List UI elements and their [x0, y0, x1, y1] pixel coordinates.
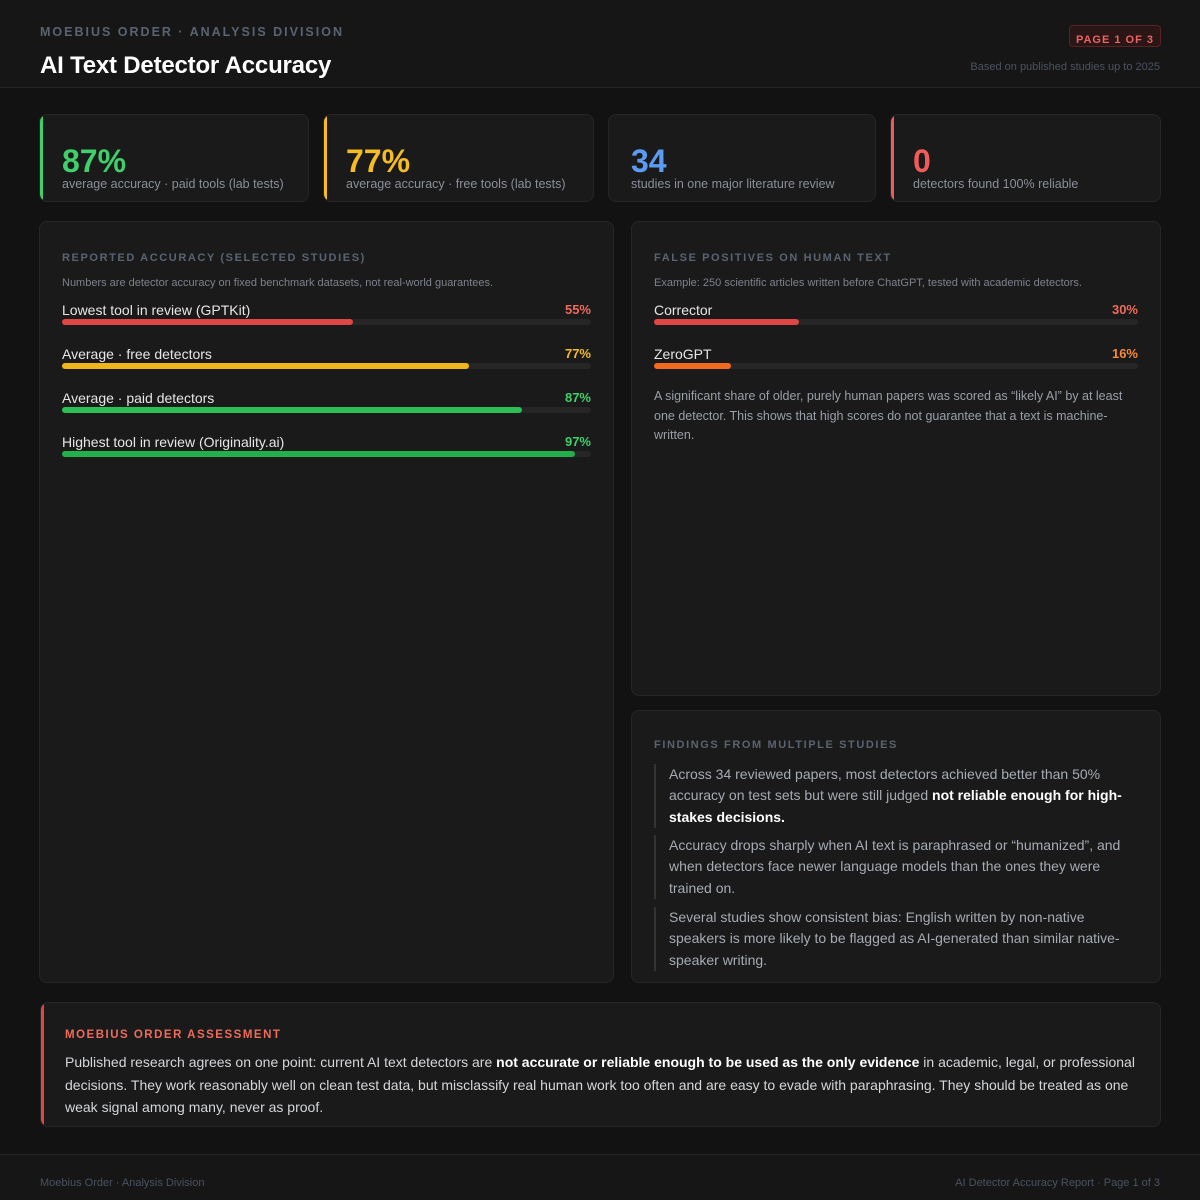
false-positive-note: A significant share of older, purely hum… — [654, 389, 1123, 442]
findings-panel: FINDINGS FROM MULTIPLE STUDIES Across 34… — [631, 710, 1161, 983]
finding-item: Several studies show consistent bias: En… — [654, 907, 1130, 971]
assessment-accent-bar — [41, 1003, 44, 1126]
bar-fill — [62, 407, 523, 413]
panel-title: FALSE POSITIVES ON HUMAN TEXT — [654, 252, 892, 264]
bar-row: Average · paid detectors 87% — [62, 390, 591, 420]
accuracy-panel: REPORTED ACCURACY (SELECTED STUDIES) Num… — [39, 221, 614, 983]
bar-track — [62, 363, 591, 369]
bar-track — [62, 319, 591, 325]
bar-value-label: 77% — [564, 346, 591, 361]
page-title: AI Text Detector Accuracy — [40, 52, 332, 79]
panel-subtitle: Example: 250 scientific articles written… — [654, 277, 1082, 289]
panel-subtitle: Numbers are detector accuracy on fixed b… — [62, 277, 494, 289]
kpi-accent-bar — [891, 115, 894, 201]
bar-value-label: 16% — [1111, 346, 1138, 361]
assessment-text-after: in academic, legal, or professional deci… — [65, 1054, 1135, 1115]
bar-value-label: 30% — [1111, 302, 1138, 317]
bar-track — [654, 319, 1138, 325]
bar-row: Corrector 30% — [654, 302, 1138, 332]
bar-fill — [62, 451, 576, 457]
finding-text: Several studies show consistent bias: En… — [669, 909, 1120, 968]
kpi-label: detectors found 100% reliable — [913, 177, 1079, 191]
kpi-value: 77% — [346, 143, 411, 179]
finding-text: Accuracy drops sharply when AI text is p… — [669, 837, 1121, 896]
bar-fill — [654, 319, 800, 325]
bar-row: Lowest tool in review (GPTKit) 55% — [62, 302, 591, 332]
assessment-emphasis: not accurate or reliable enough to be us… — [496, 1054, 920, 1070]
bar-label: Average · paid detectors — [62, 390, 215, 406]
bar-label: Highest tool in review (Originality.ai) — [62, 434, 285, 450]
report-footer: Moebius Order · Analysis Division AI Det… — [0, 1154, 1200, 1200]
bar-track — [62, 451, 591, 457]
kpi-value: 87% — [62, 143, 127, 179]
bar-label: Average · free detectors — [62, 346, 212, 362]
kpi-value: 0 — [913, 143, 931, 179]
bar-value-label: 97% — [564, 434, 591, 449]
kpi-accent-bar — [40, 115, 43, 201]
finding-item: Across 34 reviewed papers, most detector… — [654, 764, 1130, 828]
assessment-text: Published research agrees on one point: … — [65, 1051, 1138, 1119]
kpi-label: average accuracy · paid tools (lab tests… — [62, 177, 284, 191]
bar-label: Lowest tool in review (GPTKit) — [62, 302, 251, 318]
footer-left: Moebius Order · Analysis Division — [40, 1177, 205, 1189]
kpi-label: studies in one major literature review — [631, 177, 835, 191]
kpi-label: average accuracy · free tools (lab tests… — [346, 177, 566, 191]
kpi-card-studies: 34 studies in one major literature revie… — [608, 114, 876, 202]
bar-row: Highest tool in review (Originality.ai) … — [62, 434, 591, 464]
finding-text: Across 34 reviewed papers, most detector… — [669, 766, 1101, 804]
bar-row: Average · free detectors 77% — [62, 346, 591, 376]
finding-item: Accuracy drops sharply when AI text is p… — [654, 835, 1130, 899]
assessment-title: MOEBIUS ORDER ASSESSMENT — [65, 1029, 282, 1041]
false-positives-panel: FALSE POSITIVES ON HUMAN TEXT Example: 2… — [631, 221, 1161, 696]
panel-title: FINDINGS FROM MULTIPLE STUDIES — [654, 739, 898, 751]
page-badge: PAGE 1 OF 3 — [1069, 25, 1161, 47]
assessment-panel: MOEBIUS ORDER ASSESSMENT Published resea… — [40, 1002, 1161, 1127]
panel-title: REPORTED ACCURACY (SELECTED STUDIES) — [62, 252, 366, 264]
bar-fill — [654, 363, 732, 369]
bar-fill — [62, 319, 353, 325]
bar-track — [654, 363, 1138, 369]
bar-value-label: 55% — [564, 302, 591, 317]
kpi-card-reliable: 0 detectors found 100% reliable — [890, 114, 1161, 202]
kpi-card-paid-accuracy: 87% average accuracy · paid tools (lab t… — [39, 114, 309, 202]
org-label: MOEBIUS ORDER · ANALYSIS DIVISION — [40, 25, 344, 39]
bar-label: Corrector — [654, 302, 713, 318]
bar-track — [62, 407, 591, 413]
bar-value-label: 87% — [564, 390, 591, 405]
bar-row: ZeroGPT 16% — [654, 346, 1138, 376]
bar-fill — [62, 363, 470, 369]
kpi-value: 34 — [631, 143, 667, 179]
report-header: MOEBIUS ORDER · ANALYSIS DIVISION AI Tex… — [0, 0, 1200, 88]
footer-right: AI Detector Accuracy Report · Page 1 of … — [955, 1177, 1160, 1189]
kpi-accent-bar — [324, 115, 327, 201]
source-note: Based on published studies up to 2025 — [970, 61, 1160, 73]
assessment-text-before: Published research agrees on one point: … — [65, 1054, 497, 1070]
finding-emphasis: not reliable enough for high-stakes deci… — [669, 787, 1122, 825]
kpi-card-free-accuracy: 77% average accuracy · free tools (lab t… — [323, 114, 594, 202]
bar-label: ZeroGPT — [654, 346, 712, 362]
